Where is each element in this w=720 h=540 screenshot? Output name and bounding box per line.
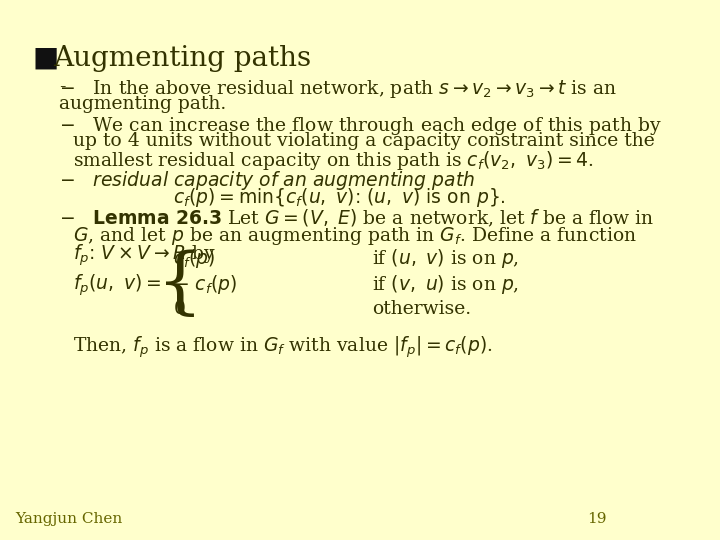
Text: augmenting path.: augmenting path. (59, 95, 226, 113)
Text: smallest residual capacity on this path is $c_f(v_2,\ v_3) = 4$.: smallest residual capacity on this path … (73, 149, 593, 172)
Text: $f_p\text{: }V \times V \rightarrow R$ by: $f_p\text{: }V \times V \rightarrow R$ b… (73, 242, 215, 267)
Text: otherwise.: otherwise. (372, 300, 471, 318)
Text: if $(v,\ u)$ is on $p$,: if $(v,\ u)$ is on $p$, (372, 273, 519, 295)
Text: ■: ■ (33, 45, 59, 72)
Text: $-$   $\it{residual\ capacity\ of\ an\ augmenting\ path}$: $-$ $\it{residual\ capacity\ of\ an\ aug… (59, 169, 474, 192)
Text: -: - (59, 78, 66, 96)
Text: 19: 19 (588, 512, 607, 526)
Text: $-\ c_f(p)$: $-\ c_f(p)$ (173, 273, 237, 295)
Text: $c_f(p) = \min\{c_f(u,\ v)\text{: }(u,\ v)\ \text{is on}\ p\}.$: $c_f(p) = \min\{c_f(u,\ v)\text{: }(u,\ … (173, 186, 506, 209)
Text: $f_p(u,\ v) =$: $f_p(u,\ v) =$ (73, 272, 161, 298)
Text: $-$   In the above residual network, path $s \rightarrow v_2 \rightarrow v_3 \ri: $-$ In the above residual network, path … (59, 78, 617, 100)
Text: Augmenting paths: Augmenting paths (53, 45, 312, 72)
Text: if $(u,\ v)$ is on $p$,: if $(u,\ v)$ is on $p$, (372, 247, 519, 271)
Text: $0$: $0$ (173, 300, 186, 318)
Text: $c_f(p)$: $c_f(p)$ (173, 247, 215, 271)
Text: Then, $f_p$ is a flow in $G_f$ with value $|f_p| = c_f(p)$.: Then, $f_p$ is a flow in $G_f$ with valu… (73, 335, 492, 361)
Text: up to 4 units without violating a capacity constraint since the: up to 4 units without violating a capaci… (73, 132, 654, 150)
Text: $-$   We can increase the flow through each edge of this path by: $-$ We can increase the flow through eac… (59, 115, 662, 137)
Text: $-$   $\mathbf{Lemma\ 26.3}$ Let $G = (V,\ E)$ be a network, let $f$ be a flow i: $-$ $\mathbf{Lemma\ 26.3}$ Let $G = (V,\… (59, 208, 654, 230)
Text: $G$, and let $p$ be an augmenting path in $G_f$. Define a function: $G$, and let $p$ be an augmenting path i… (73, 225, 636, 247)
Text: Yangjun Chen: Yangjun Chen (16, 512, 123, 526)
Text: {: { (158, 249, 203, 320)
